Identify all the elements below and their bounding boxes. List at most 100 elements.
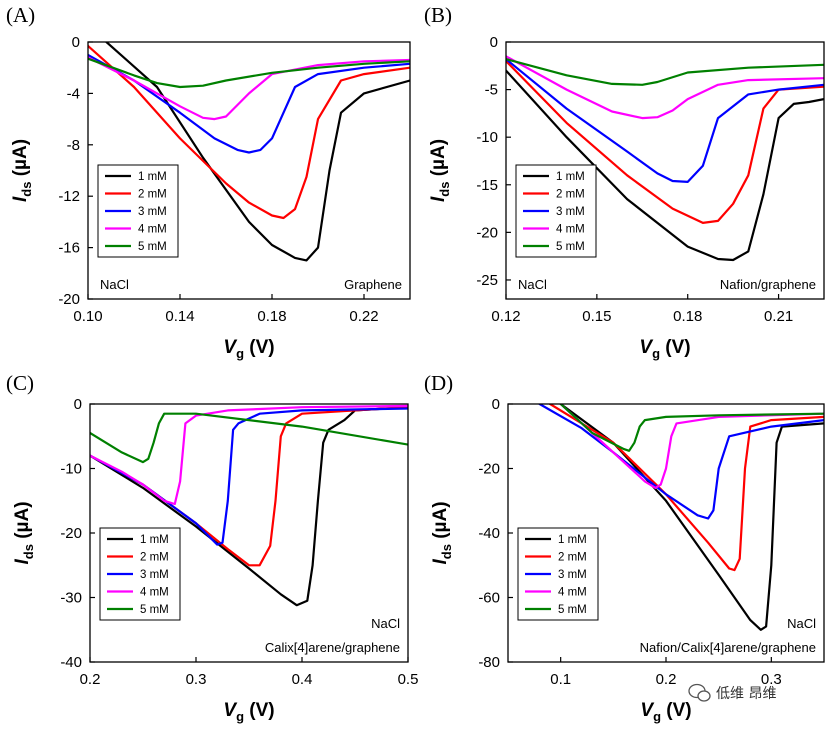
x-tick-label: 0.10 — [73, 308, 102, 325]
y-tick-label: -12 — [58, 188, 80, 205]
legend-label: 3 mM — [558, 569, 587, 581]
panel-letter: (C) — [6, 371, 34, 395]
x-tick-label: 0.12 — [491, 308, 520, 325]
y-axis-title-sub: ds — [437, 182, 452, 197]
y-axis-title: Ids (µA) — [10, 139, 34, 202]
x-tick-label: 0.3 — [186, 671, 207, 688]
legend-label: 2 mM — [138, 189, 167, 201]
y-tick-label: -60 — [478, 590, 500, 607]
plot-frame — [87, 41, 411, 300]
x-axis-title-sub: g — [236, 346, 244, 361]
y-tick-label: -20 — [476, 224, 498, 241]
x-tick-label: 0.21 — [764, 308, 793, 325]
x-axis-title: Vg (V) — [223, 337, 274, 361]
y-axis-title: Ids (µA) — [428, 139, 452, 202]
wechat-icon — [688, 683, 711, 702]
series-line — [559, 404, 824, 489]
series-line — [105, 42, 410, 262]
legend-label: 5 mM — [558, 604, 587, 616]
y-tick-label: -10 — [476, 129, 498, 146]
x-axis-title-unit: (V) — [661, 700, 692, 721]
series-line — [559, 404, 824, 452]
y-tick-label: 0 — [74, 396, 82, 413]
annotation-label: NaCl — [100, 277, 129, 292]
x-axis-title-main: V — [223, 700, 237, 721]
x-axis-title-sub: g — [236, 709, 244, 724]
legend-label: 3 mM — [556, 206, 585, 218]
chart-panel: (D) 0.1 0.2 0.3 0 -20 -40 -60 -80 Vg (V) Ids (µA) 1… — [424, 371, 825, 724]
y-tick-label: 0 — [72, 34, 80, 51]
x-axis-title: Vg (V) — [223, 700, 274, 724]
chart-panel: (A) 0.10 0.14 0.18 0.22 0 -4 -8 -12 -16 -20 Vg (V) I… — [6, 3, 411, 361]
x-axis-title-unit: (V) — [244, 700, 275, 721]
legend-label: 2 mM — [558, 552, 587, 564]
x-tick-label: 0.22 — [349, 308, 378, 325]
legend: 1 mM 2 mM 3 mM 4 mM 5 mM — [517, 527, 599, 621]
annotation-label: Graphene — [344, 277, 402, 292]
annotation-label: NaCl — [518, 277, 547, 292]
series-line — [506, 58, 824, 86]
y-axis-title: Ids (µA) — [12, 501, 36, 564]
series-group — [506, 55, 824, 262]
legend: 1 mM 2 mM 3 mM 4 mM 5 mM — [99, 527, 181, 621]
x-axis-title-main: V — [640, 700, 654, 721]
x-axis-title-unit: (V) — [660, 337, 691, 358]
y-tick-label: 0 — [492, 396, 500, 413]
y-tick-label: -20 — [478, 461, 500, 478]
x-tick-label: 0.5 — [398, 671, 419, 688]
y-axis-title-unit: (µA) — [428, 139, 449, 182]
x-axis-title-main: V — [223, 337, 237, 358]
x-axis-title-unit: (V) — [244, 337, 275, 358]
legend-label: 1 mM — [558, 534, 587, 546]
series-group — [538, 404, 824, 631]
x-tick-label: 0.14 — [165, 308, 194, 325]
series-line — [88, 56, 410, 121]
legend-label: 2 mM — [556, 189, 585, 201]
legend-label: 1 mM — [556, 171, 585, 183]
x-tick-label: 0.15 — [582, 308, 611, 325]
series-group — [88, 42, 410, 262]
y-tick-label: 0 — [490, 34, 498, 51]
y-axis-title-main: I — [430, 559, 451, 565]
y-tick-label: -40 — [478, 525, 500, 542]
y-tick-label: -4 — [67, 85, 80, 102]
watermark: 低维 昂维 — [688, 683, 776, 702]
y-tick-label: -10 — [60, 461, 82, 478]
y-axis-title-sub: ds — [21, 544, 36, 559]
y-tick-label: -8 — [67, 137, 80, 154]
annotation-label: Nafion/Calix[4]arene/graphene — [640, 640, 816, 655]
series-line — [88, 53, 410, 154]
y-tick-label: -30 — [60, 590, 82, 607]
y-tick-label: -16 — [58, 240, 80, 257]
x-axis-title: Vg (V) — [639, 337, 690, 361]
legend-label: 4 mM — [138, 224, 167, 236]
x-axis-title: Vg (V) — [640, 700, 691, 724]
series-line — [90, 407, 408, 546]
y-axis-title-unit: (µA) — [10, 139, 31, 182]
series-line — [88, 44, 410, 220]
y-axis-title-unit: (µA) — [12, 501, 33, 544]
panel-letter: (B) — [424, 3, 452, 27]
y-axis-title-unit: (µA) — [430, 501, 451, 544]
y-axis-title-sub: ds — [19, 182, 34, 197]
series-line — [90, 404, 408, 506]
x-tick-label: 0.4 — [292, 671, 313, 688]
annotation-label: NaCl — [371, 616, 400, 631]
series-line — [549, 404, 824, 572]
x-tick-label: 0.1 — [550, 671, 571, 688]
y-axis-title: Ids (µA) — [430, 501, 454, 564]
watermark-text: 低维 昂维 — [716, 686, 776, 702]
legend-label: 3 mM — [138, 206, 167, 218]
legend-label: 3 mM — [140, 569, 169, 581]
legend-label: 5 mM — [556, 241, 585, 253]
legend: 1 mM 2 mM 3 mM 4 mM 5 mM — [515, 164, 597, 258]
y-tick-label: -25 — [476, 272, 498, 289]
legend-label: 4 mM — [556, 224, 585, 236]
series-group — [90, 404, 408, 607]
series-line — [506, 59, 824, 224]
panel-letter: (A) — [6, 3, 35, 27]
x-tick-label: 0.18 — [257, 308, 286, 325]
y-axis-title-sub: ds — [439, 544, 454, 559]
